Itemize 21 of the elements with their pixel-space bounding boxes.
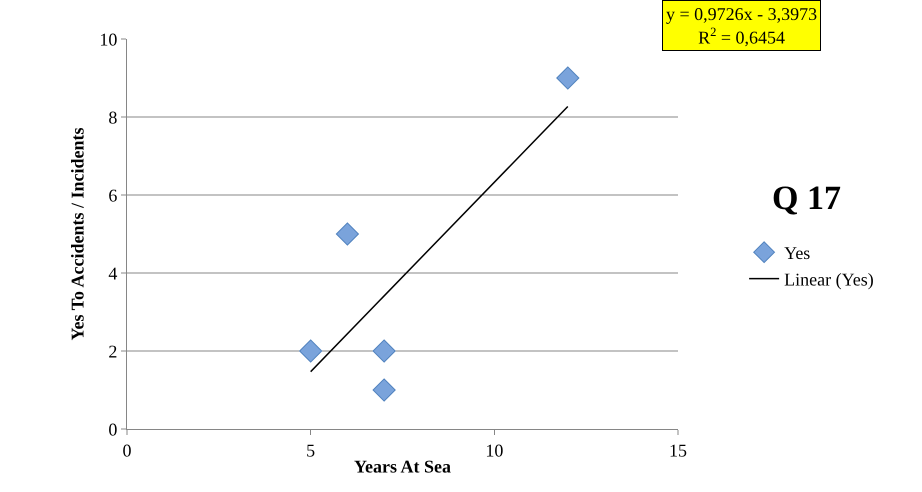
point <box>372 339 396 363</box>
y-tick-label: 6 <box>108 185 118 206</box>
y-tick-label: 0 <box>108 419 118 440</box>
legend-label: Linear (Yes) <box>784 270 874 290</box>
y-tick-label: 2 <box>108 341 118 362</box>
point <box>556 66 580 90</box>
point <box>372 378 396 402</box>
legend-label: Yes <box>784 243 810 264</box>
x-tick-label: 15 <box>669 440 687 461</box>
x-tick-label: 5 <box>306 440 316 461</box>
x-tick-label: 0 <box>122 440 132 461</box>
y-tick-label: 10 <box>99 29 118 50</box>
point <box>299 339 322 363</box>
y-tick-label: 4 <box>108 263 118 284</box>
y-axis-title: Yes To Accidents / Incidents <box>68 127 88 341</box>
x-tick-label: 10 <box>485 440 504 461</box>
y-tick-label: 8 <box>108 107 118 128</box>
text: Q 17 <box>772 180 841 217</box>
annotation: y = 0,9726x - 3,3973 R$^{2}$ = 0,6454 <box>666 4 818 48</box>
x-axis-title: Years At Sea <box>354 456 451 477</box>
point <box>336 222 359 246</box>
